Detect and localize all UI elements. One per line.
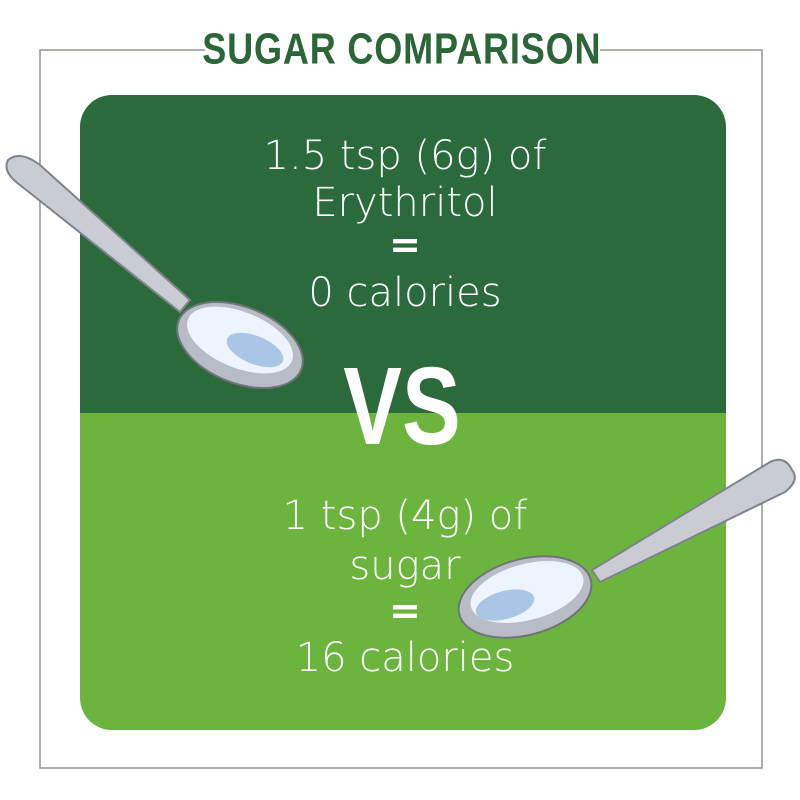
top-line: = xyxy=(389,223,421,267)
bottom-line: 16 calories xyxy=(296,635,515,681)
panel xyxy=(80,95,726,730)
spoon-top xyxy=(5,155,304,390)
title: SUGAR COMPARISON xyxy=(202,24,601,73)
top-panel xyxy=(80,95,726,415)
frame xyxy=(39,49,763,769)
top-line: 1.5 tsp (6g) of xyxy=(264,133,547,179)
bottom-line: sugar xyxy=(349,543,461,589)
top-line: 0 calories xyxy=(308,270,501,316)
bottom-line: = xyxy=(389,589,421,633)
vs: VS xyxy=(343,346,460,469)
bottom-line: 1 tsp (4g) of xyxy=(283,493,528,539)
spoon-bottom xyxy=(457,458,796,639)
top-line: Erythritol xyxy=(312,180,497,226)
